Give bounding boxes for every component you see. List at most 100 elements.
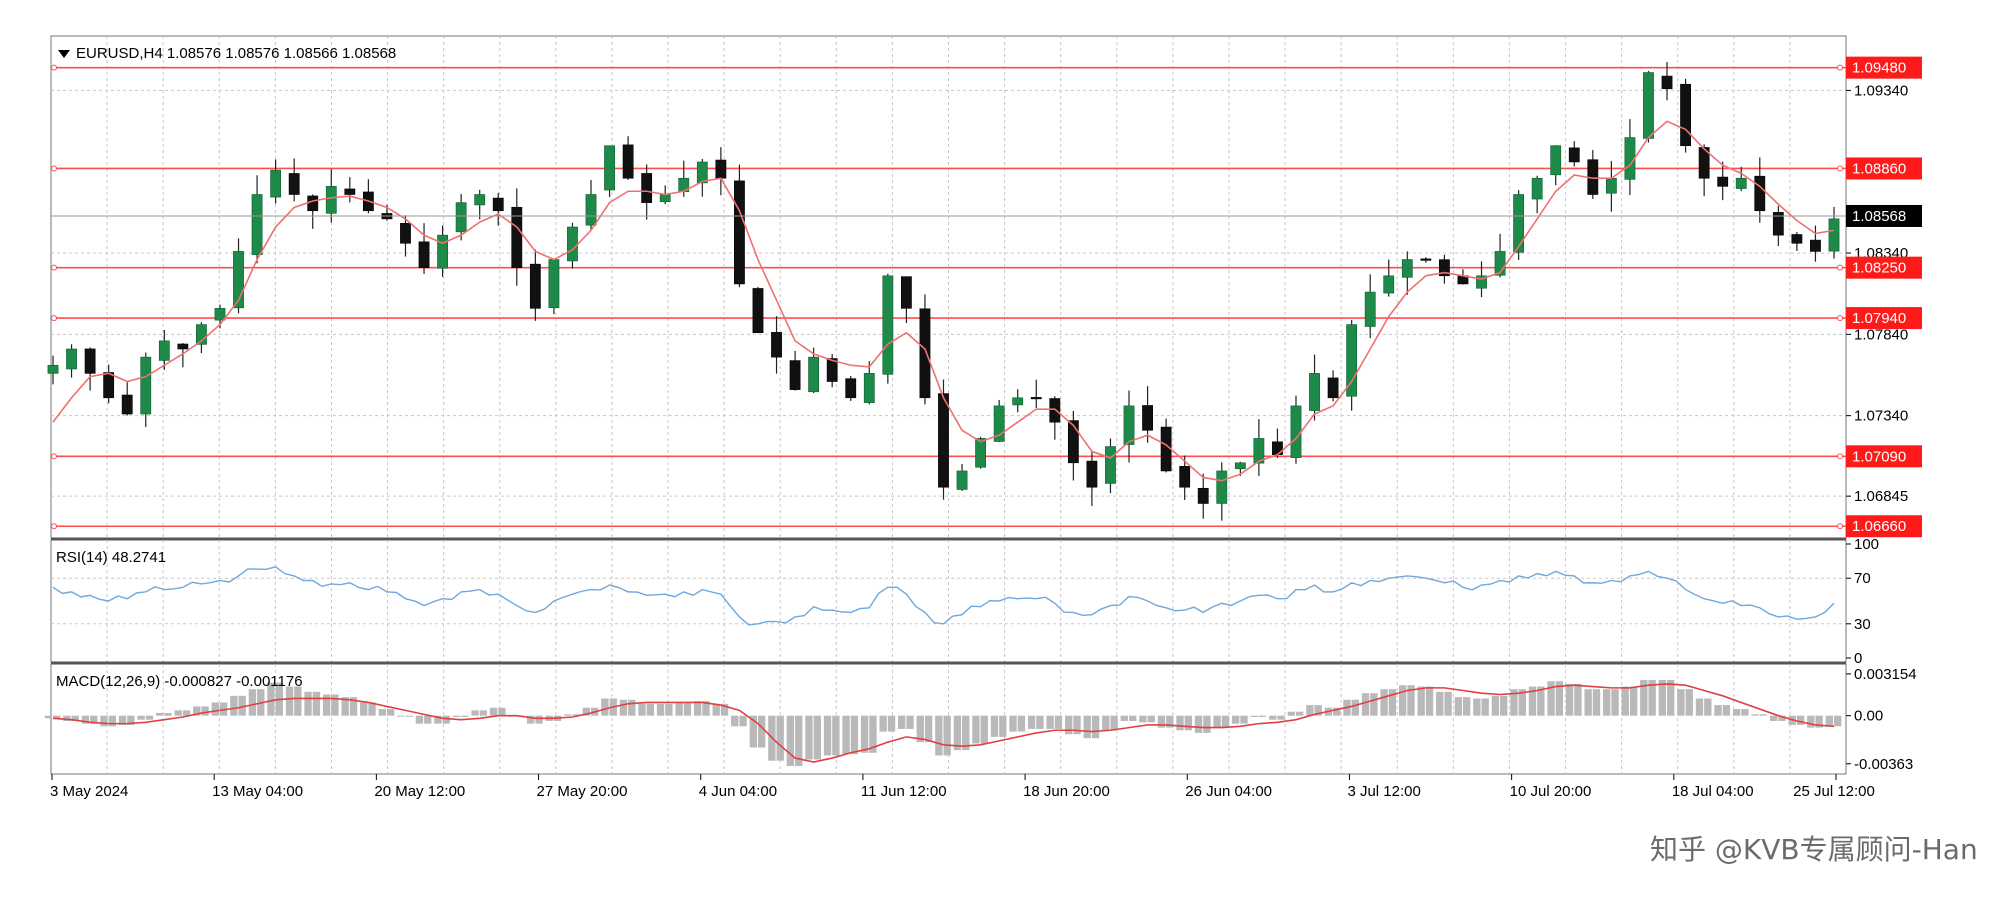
candle-body — [492, 197, 504, 212]
macd-bar — [749, 715, 757, 748]
time-tick-label: 13 May 04:00 — [212, 783, 303, 800]
macd-bar — [1407, 685, 1415, 716]
symbol-header: EURUSD,H4 1.08576 1.08576 1.08566 1.0856… — [76, 45, 396, 62]
macd-bar — [601, 698, 609, 716]
candle-body — [1290, 405, 1302, 458]
macd-bar — [1629, 686, 1638, 716]
macd-bar — [1518, 689, 1526, 716]
macd-axis: 0.003154 0.00 -0.00363 — [1846, 666, 1917, 773]
level-anchor-right — [1837, 165, 1843, 172]
macd-bar — [842, 715, 850, 755]
macd-bar — [1221, 715, 1230, 728]
macd-bar — [368, 702, 376, 716]
macd-bar — [1769, 715, 1778, 721]
macd-bar — [294, 686, 302, 716]
candle-body — [511, 206, 523, 268]
macd-bar — [1287, 711, 1295, 716]
candle-body — [1086, 460, 1098, 488]
macd-bar — [1648, 679, 1656, 716]
macd-bar — [285, 686, 294, 716]
macd-bar — [81, 715, 90, 724]
candle-body — [1605, 177, 1617, 194]
rsi-tick-label: 70 — [1854, 570, 1871, 587]
macd-bar — [312, 691, 321, 716]
candle-body — [1401, 259, 1413, 278]
macd-bar — [1714, 705, 1722, 716]
macd-tick-label: -0.00363 — [1854, 756, 1913, 773]
macd-bar — [479, 710, 488, 716]
time-tick-label: 4 Jun 04:00 — [699, 783, 777, 800]
rsi-tick-label: 0 — [1854, 650, 1862, 667]
macd-bar — [646, 703, 655, 716]
level-tag — [1846, 256, 1922, 279]
macd-bar — [1176, 715, 1184, 731]
macd-bar — [349, 697, 358, 716]
candle-body — [418, 241, 430, 268]
macd-bar — [471, 710, 479, 716]
macd-bar — [572, 714, 580, 716]
macd-bar — [887, 715, 896, 732]
macd-bar — [1825, 715, 1833, 727]
candle-body — [121, 394, 133, 415]
macd-bar — [1231, 715, 1240, 724]
price-tick-label: 1.09340 — [1854, 82, 1908, 99]
candle-body — [1216, 470, 1228, 504]
candle-body — [826, 358, 838, 382]
candle-body — [752, 288, 764, 334]
time-tick-label: 27 May 20:00 — [537, 783, 628, 800]
candle-body — [789, 360, 801, 390]
candlesticks — [47, 61, 1840, 521]
candle-body — [1698, 147, 1710, 179]
macd-bar — [1017, 715, 1026, 732]
candle-body — [1364, 291, 1376, 327]
candle-body — [1828, 218, 1840, 252]
candle-body — [1272, 441, 1283, 455]
level-tag — [1846, 157, 1922, 180]
candle-body — [288, 173, 300, 195]
macd-bar — [1314, 705, 1322, 716]
macd-bar — [535, 715, 543, 724]
macd-bar — [71, 715, 79, 721]
macd-bar — [108, 715, 117, 727]
macd-bar — [1306, 705, 1314, 716]
macd-bar — [879, 715, 887, 732]
macd-bar — [990, 715, 999, 737]
macd-bar — [1621, 686, 1629, 716]
candle-body — [1142, 405, 1153, 431]
macd-bar — [1129, 715, 1137, 721]
horizontal-levels — [51, 64, 1846, 530]
level-anchor-left — [51, 165, 57, 172]
macd-bar — [860, 715, 869, 753]
time-tick-label: 20 May 12:00 — [374, 783, 465, 800]
macd-bar — [90, 715, 98, 724]
macd-bar — [1491, 695, 1500, 716]
macd-bar — [898, 715, 906, 729]
macd-bar — [238, 695, 246, 716]
time-tick-label: 11 Jun 12:00 — [861, 783, 947, 800]
macd-bar — [415, 715, 424, 724]
candle-body — [455, 202, 467, 233]
macd-bar — [638, 703, 646, 716]
macd-bar — [786, 715, 795, 767]
macd-bar — [1658, 679, 1667, 716]
macd-bar — [1054, 715, 1063, 729]
candle-body — [548, 259, 560, 309]
macd-bar — [1555, 681, 1564, 716]
candle-body — [1012, 397, 1024, 406]
macd-bar — [619, 699, 628, 716]
level-anchor-right — [1837, 453, 1843, 460]
dropdown-triangle-icon[interactable] — [58, 50, 70, 58]
macd-bar — [757, 715, 766, 748]
macd-bar — [201, 706, 209, 716]
candle-body — [1717, 176, 1729, 187]
candle-body — [734, 180, 745, 285]
macd-bar — [656, 703, 665, 716]
candle-body — [270, 169, 282, 198]
macd-bar — [322, 694, 331, 716]
level-anchor-left — [51, 453, 57, 460]
candle-body — [1253, 438, 1265, 464]
macd-bar — [675, 702, 683, 716]
candle-body — [1680, 83, 1691, 147]
candle-body — [808, 356, 820, 393]
macd-bar — [1592, 689, 1601, 716]
